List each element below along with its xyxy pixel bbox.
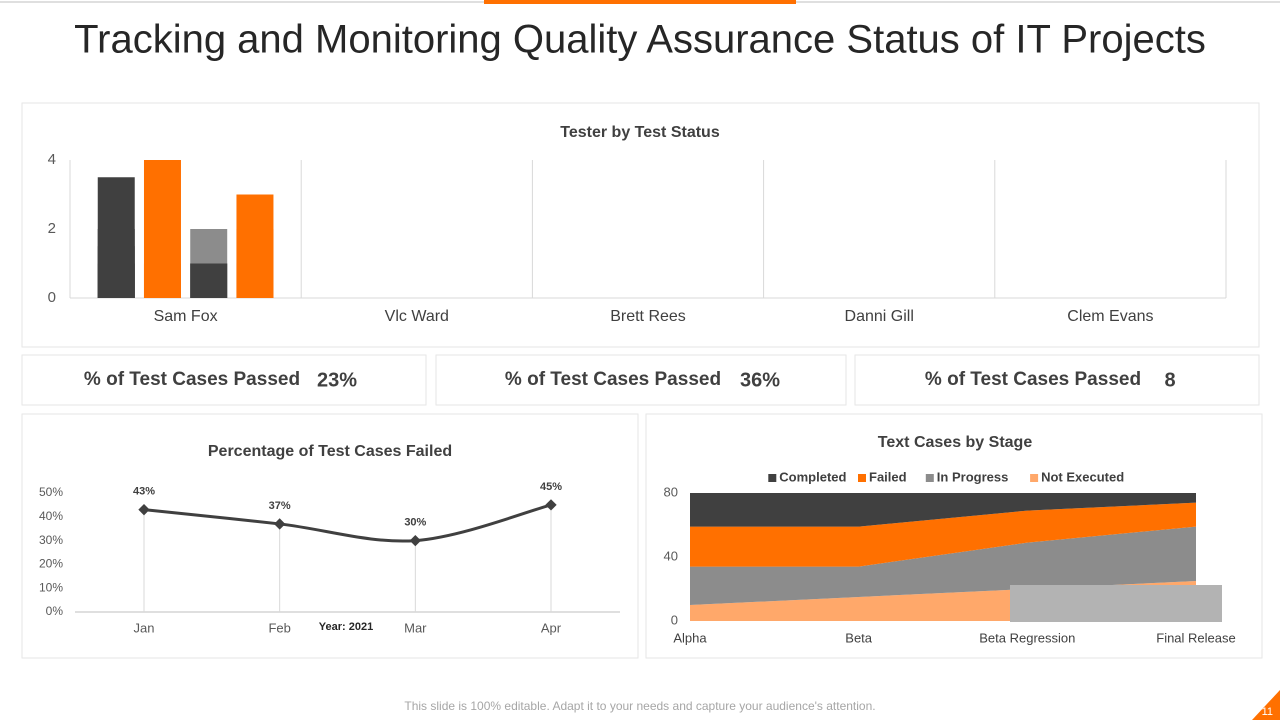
marker bbox=[545, 499, 557, 511]
overlay-box bbox=[1010, 585, 1222, 622]
bar bbox=[190, 263, 228, 298]
bar-panel bbox=[21, 102, 1260, 348]
legend-swatch bbox=[1030, 474, 1039, 482]
marker bbox=[138, 504, 150, 516]
y-tick-label: 0 bbox=[671, 612, 678, 627]
y-tick-label: 40% bbox=[39, 509, 63, 523]
x-tick-label: Final Release bbox=[1156, 630, 1236, 645]
line bbox=[143, 503, 552, 543]
y-tick-label: 0% bbox=[46, 604, 64, 618]
chart-title: Tester by Test Status bbox=[560, 124, 720, 141]
x-tick-label: Alpha bbox=[673, 630, 707, 645]
top-accent bbox=[484, 0, 796, 4]
slide-title: Tracking and Monitoring Quality Assuranc… bbox=[74, 18, 1206, 62]
legend-label: In Progress bbox=[937, 469, 1009, 484]
kpi-box bbox=[21, 354, 427, 406]
y-tick-label: 30% bbox=[39, 533, 63, 547]
line-panel bbox=[21, 413, 639, 659]
kpi-label: % of Test Cases Passed bbox=[505, 369, 721, 390]
kpi-label: % of Test Cases Passed bbox=[925, 369, 1141, 390]
y-tick-label: 50% bbox=[39, 485, 63, 499]
y-tick-label: 0 bbox=[48, 289, 56, 306]
data-label: 30% bbox=[404, 517, 426, 529]
bar bbox=[236, 194, 274, 298]
kpi-box bbox=[435, 354, 847, 406]
y-tick-label: 20% bbox=[39, 557, 63, 571]
y-tick-label: 40 bbox=[664, 548, 678, 563]
bar bbox=[97, 246, 135, 298]
area-band bbox=[690, 493, 1196, 527]
x-tick-label: Danni Gill bbox=[845, 308, 914, 325]
x-tick-label: Mar bbox=[404, 620, 427, 635]
kpi-label: % of Test Cases Passed bbox=[84, 369, 300, 390]
legend-label: Failed bbox=[869, 469, 907, 484]
x-tick-label: Brett Rees bbox=[610, 308, 686, 325]
kpi-value: 8 bbox=[1164, 369, 1175, 391]
legend-label: Completed bbox=[779, 469, 846, 484]
data-label: 43% bbox=[133, 486, 155, 498]
legend-swatch bbox=[768, 474, 777, 482]
x-tick-label: Clem Evans bbox=[1067, 308, 1153, 325]
footer-note: This slide is 100% editable. Adapt it to… bbox=[404, 699, 875, 713]
x-tick-label: Apr bbox=[541, 620, 562, 635]
kpi-value: 23% bbox=[317, 369, 357, 391]
x-tick-label: Beta bbox=[845, 630, 873, 645]
chart-title: Percentage of Test Cases Failed bbox=[208, 443, 452, 460]
x-tick-label: Jan bbox=[134, 620, 155, 635]
legend-swatch bbox=[925, 474, 934, 482]
y-tick-label: 80 bbox=[664, 484, 678, 499]
annotation: Year: 2021 bbox=[319, 621, 373, 633]
marker bbox=[409, 534, 421, 547]
x-tick-label: Beta Regression bbox=[979, 630, 1075, 645]
legend-swatch bbox=[858, 474, 866, 482]
marker bbox=[274, 518, 286, 530]
chart-title: Text Cases by Stage bbox=[878, 434, 1033, 451]
page-number: 11 bbox=[1262, 706, 1273, 718]
area-band bbox=[690, 502, 1196, 567]
y-tick-label: 4 bbox=[48, 151, 56, 168]
page-corner bbox=[1252, 690, 1280, 720]
x-tick-label: Vlc Ward bbox=[385, 308, 449, 325]
x-tick-label: Sam Fox bbox=[154, 308, 218, 325]
y-tick-label: 2 bbox=[48, 220, 56, 237]
data-label: 45% bbox=[540, 481, 562, 493]
bar bbox=[143, 160, 181, 298]
legend-label: Not Executed bbox=[1041, 469, 1124, 484]
x-tick-label: Feb bbox=[268, 620, 290, 635]
y-tick-label: 10% bbox=[39, 580, 63, 594]
data-label: 37% bbox=[269, 500, 291, 512]
kpi-box bbox=[854, 354, 1260, 406]
kpi-value: 36% bbox=[740, 369, 780, 391]
